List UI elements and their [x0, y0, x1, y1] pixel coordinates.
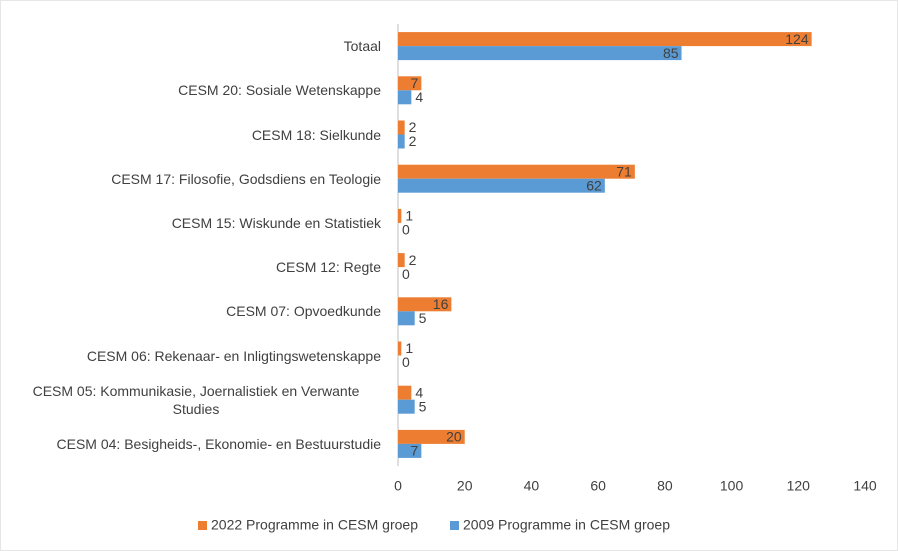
bar [398, 76, 422, 91]
data-label: 20 [446, 429, 462, 445]
x-tick-label: 60 [590, 478, 606, 494]
data-label: 5 [419, 398, 427, 414]
x-tick-label: 40 [524, 478, 540, 494]
legend-label: 2009 Programme in CESM groep [463, 517, 670, 533]
x-tick-label: 120 [787, 478, 811, 494]
data-label: 62 [586, 177, 602, 193]
data-label: 1 [405, 208, 413, 224]
bar [398, 443, 422, 458]
y-tick-label: CESM 06: Rekenaar- en Inligtingswetenska… [86, 347, 381, 364]
y-tick-label: CESM 20: Sosiale Wetenskappe [178, 82, 381, 99]
data-label: 4 [415, 384, 423, 400]
data-label: 0 [402, 222, 410, 238]
data-label: 2 [409, 252, 417, 268]
bar [398, 164, 635, 179]
x-tick-label: 100 [720, 478, 744, 494]
bar [398, 90, 412, 105]
data-label: 0 [402, 266, 410, 282]
data-label: 7 [411, 75, 419, 91]
bar [398, 429, 465, 444]
bar [398, 341, 402, 356]
bar [398, 311, 415, 326]
y-tick-label: CESM 07: Opvoedkunde [226, 303, 381, 320]
data-label: 7 [411, 443, 419, 459]
bar [398, 32, 812, 47]
bar [398, 178, 605, 193]
y-tick-label: CESM 05: Kommunikasie, Joernalistiek en … [32, 382, 360, 417]
y-tick-label: CESM 15: Wiskunde en Statistiek [171, 214, 381, 231]
data-label: 85 [663, 45, 679, 61]
y-tick-label: CESM 18: Sielkunde [251, 126, 381, 143]
bar [398, 399, 415, 414]
legend-swatch [198, 521, 207, 530]
data-label: 1 [405, 340, 413, 356]
y-tick-label: CESM 04: Besigheids-, Ekonomie- en Bestu… [56, 435, 382, 452]
data-label: 4 [415, 89, 423, 105]
data-label: 2 [409, 133, 417, 149]
y-tick-label: CESM 12: Regte [275, 259, 381, 276]
bar [398, 46, 682, 61]
data-label: 71 [616, 163, 632, 179]
bar [398, 297, 452, 312]
x-tick-label: 140 [853, 478, 877, 494]
bar [398, 134, 405, 149]
data-label: 16 [433, 296, 449, 312]
bar [398, 253, 405, 268]
legend-label: 2022 Programme in CESM groep [211, 517, 418, 533]
x-tick-label: 80 [657, 478, 673, 494]
bar [398, 208, 402, 223]
data-label: 0 [402, 354, 410, 370]
bar [398, 385, 412, 400]
data-label: 2 [409, 119, 417, 135]
data-label: 124 [785, 31, 809, 47]
y-tick-label: Totaal [343, 38, 381, 55]
data-label: 5 [419, 310, 427, 326]
x-tick-label: 0 [394, 478, 402, 494]
bar [398, 120, 405, 135]
y-tick-label: CESM 17: Filosofie, Godsdiens en Teologi… [111, 170, 381, 187]
x-tick-label: 20 [457, 478, 473, 494]
legend-swatch [450, 521, 459, 530]
